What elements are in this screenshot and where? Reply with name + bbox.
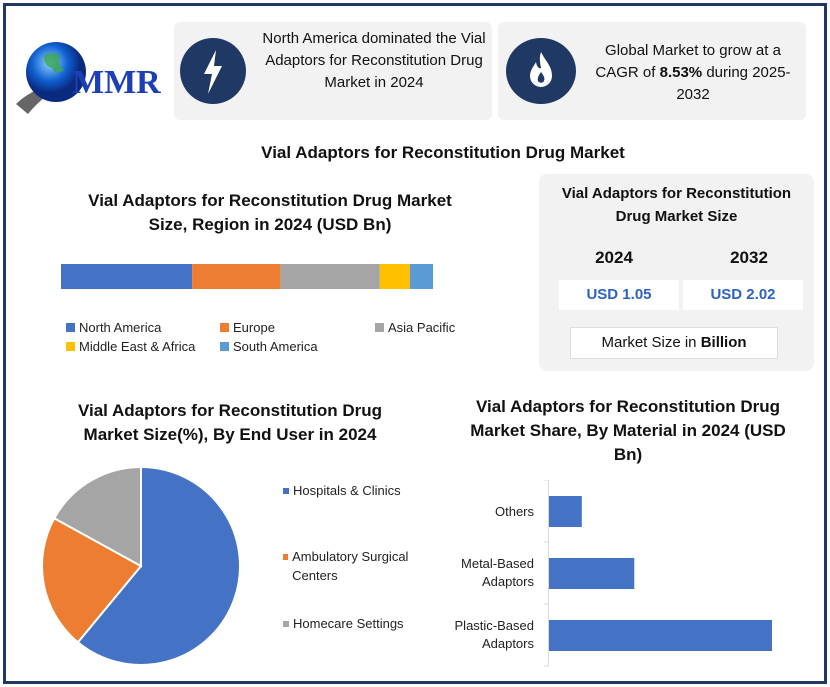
category-label: Metal-Based Adaptors [461, 556, 534, 589]
legend-label: North America [79, 320, 162, 335]
end-user-chart-title: Vial Adaptors for Reconstitution Drug Ma… [77, 401, 383, 444]
pie-slice [76, 465, 241, 666]
logo-text: MMR [72, 64, 161, 101]
legend-swatch [283, 488, 289, 494]
lightning-icon [180, 38, 246, 104]
legend-swatch [375, 323, 384, 332]
material-chart-title: Vial Adaptors for Reconstitution Drug Ma… [470, 397, 786, 464]
category-label: Plastic-Based Adaptors [455, 618, 535, 651]
region-chart-title: Vial Adaptors for Reconstitution Drug Ma… [88, 191, 452, 234]
region-bar-segment [409, 264, 433, 289]
pie-slice [52, 465, 142, 568]
logo: MMR [14, 36, 174, 116]
value-2024: USD 1.05 [559, 280, 679, 310]
legend-item: Europe [220, 320, 275, 335]
legend-swatch [220, 342, 229, 351]
cagr-value: 8.53% [659, 64, 703, 81]
legend-item: Hospitals & Clinics [283, 481, 433, 500]
legend-swatch [220, 323, 229, 332]
legend-item: South America [220, 339, 318, 354]
year-2032: 2032 [730, 248, 768, 267]
region-highlight-text: North America dominated the Vial Adaptor… [262, 30, 486, 91]
market-size-title: Vial Adaptors for Reconstitution Drug Ma… [561, 185, 792, 225]
flame-icon [506, 38, 576, 104]
legend-item: Middle East & Africa [66, 339, 195, 354]
material-bar [549, 558, 635, 589]
market-size-panel: Vial Adaptors for Reconstitution Drug Ma… [539, 174, 814, 371]
region-bar-segment [61, 264, 193, 289]
legend-label: Europe [233, 320, 275, 335]
legend-label: Asia Pacific [388, 320, 456, 335]
legend-label: Hospitals & Clinics [293, 483, 401, 498]
frame [3, 3, 827, 684]
material-bar [549, 496, 582, 527]
legend-label: Middle East & Africa [79, 339, 196, 354]
cagr-prefix: Global Market to grow at a CAGR of [595, 42, 781, 81]
material-bar-chart: Others Metal-Based Adaptors Plastic-Based Ad… [455, 480, 772, 667]
end-user-pie [41, 465, 241, 666]
legend-swatch [66, 323, 75, 332]
category-label: Others [495, 504, 535, 519]
main-title: Vial Adaptors for Reconstitution Drug Ma… [261, 143, 625, 162]
legend-item: Asia Pacific [375, 320, 455, 335]
legend-item: North America [66, 320, 161, 335]
region-stacked-bar [61, 264, 433, 289]
legend-swatch [283, 554, 289, 560]
legend-label: South America [233, 339, 318, 354]
highlight-card-cagr: Global Market to grow at a CAGR of 8.53%… [498, 22, 806, 120]
legend-item: Ambulatory Surgical Centers [283, 547, 433, 585]
value-2032: USD 2.02 [683, 280, 803, 310]
region-bar-segment [280, 264, 380, 289]
legend-swatch [66, 342, 75, 351]
legend-item: Homecare Settings [283, 614, 433, 633]
region-bar-segment [379, 264, 410, 289]
highlight-card-region: North America dominated the Vial Adaptor… [174, 22, 492, 120]
unit-value: Billion [700, 334, 747, 351]
cagr-text: Global Market to grow at a CAGR of 8.53%… [593, 40, 793, 106]
legend-label: Homecare Settings [293, 616, 404, 631]
unit-prefix: Market Size in [601, 334, 701, 351]
pie-slice [41, 516, 143, 644]
region-bar-segment [192, 264, 281, 289]
legend-swatch [283, 621, 289, 627]
cagr-suffix: during 2025-2032 [676, 64, 791, 103]
unit-label: Market Size in Billion [570, 327, 778, 359]
year-2024: 2024 [595, 248, 633, 267]
legend-label: Ambulatory Surgical Centers [292, 549, 409, 583]
material-bar [549, 620, 772, 651]
